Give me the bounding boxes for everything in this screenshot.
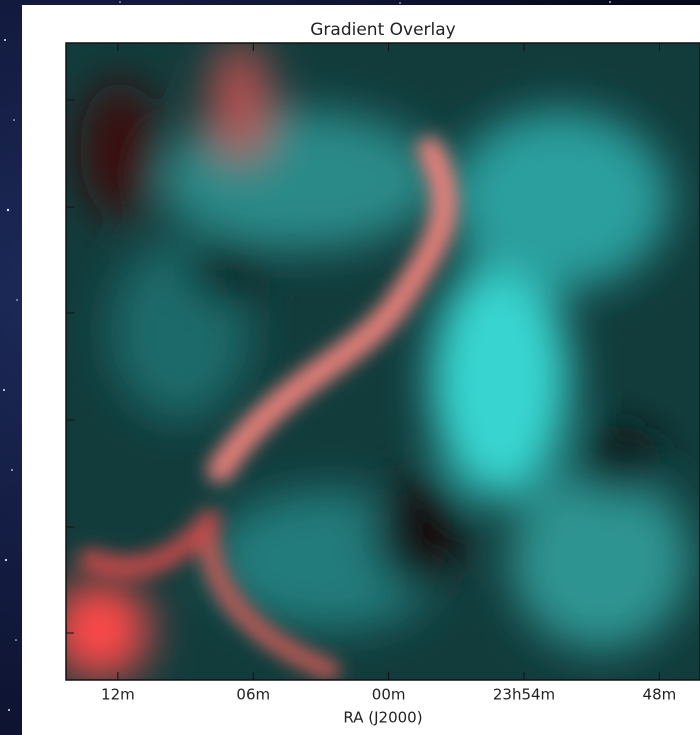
x-tick-label: 48m: [643, 686, 677, 704]
x-tick-label: 06m: [236, 686, 270, 704]
x-axis-label: RA (J2000): [343, 709, 422, 727]
chart-title: Gradient Overlay: [310, 20, 456, 40]
figure: Gradient Overlay RA (J2000) 12m 06m 00m 23h…: [0, 0, 700, 735]
page: Gradient Overlay RA (J2000) 12m 06m 00m 23h…: [0, 0, 700, 735]
image: [50, 40, 700, 680]
x-tick-label: 23h54m: [493, 686, 555, 704]
x-tick-label: 12m: [101, 686, 135, 704]
x-tick-label: 00m: [372, 686, 406, 704]
